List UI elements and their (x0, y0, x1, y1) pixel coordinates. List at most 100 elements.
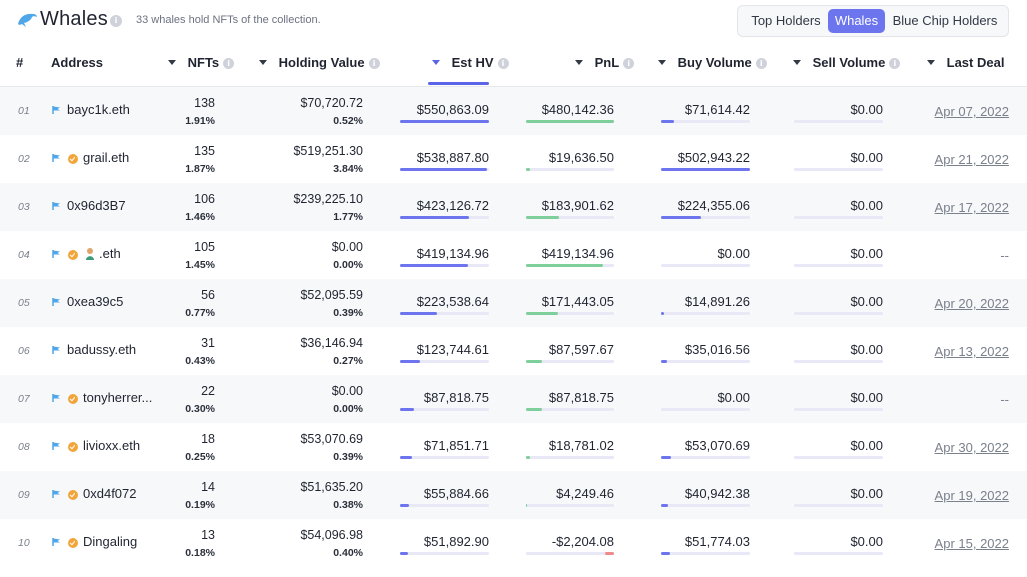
sort-pnl[interactable]: PnL i (575, 55, 635, 70)
est-hv-bar-track (400, 168, 489, 171)
buy-volume-value: $502,943.22 (677, 150, 750, 165)
wallet-address-link[interactable]: badussy.eth (67, 342, 137, 357)
wallet-address-link[interactable]: 0x96d3B7 (67, 198, 126, 213)
rank-number: 05 (18, 297, 30, 309)
nfts-count: 22 (201, 384, 215, 398)
info-icon[interactable]: i (755, 58, 767, 69)
sell-volume-bar-track (794, 504, 883, 507)
holding-value: $53,070.69 (300, 432, 363, 446)
wallet-address-link[interactable]: tonyherrer... (83, 390, 153, 405)
info-icon[interactable]: i (497, 58, 509, 69)
table-row[interactable]: 02 grail.eth 135 1.87% $519,251.30 3.84% $538,… (0, 135, 1027, 183)
buy-volume-value: $51,774.03 (684, 534, 750, 549)
pnl-bar-fill (526, 456, 530, 459)
active-sort-indicator (428, 82, 489, 85)
holding-percent: 3.84% (333, 163, 363, 175)
wallet-address-link[interactable]: bayc1k.eth (67, 102, 130, 117)
page-header: Whales i 33 whales hold NFTs of the coll… (0, 0, 1027, 42)
col-nfts: NFTs (187, 55, 220, 70)
table-row[interactable]: 07 tonyherrer... 22 0.30% $0.00 0.00% $87,818.… (0, 375, 1027, 423)
sort-holding-value[interactable]: Holding Value i (259, 55, 380, 70)
pnl-bar-fill (526, 120, 614, 123)
wallet-address-link[interactable]: .eth (99, 246, 121, 261)
last-deal-link[interactable]: Apr 19, 2022 (934, 488, 1009, 503)
est-hv-bar-track (400, 120, 489, 123)
sell-volume-value: $0.00 (850, 342, 883, 357)
last-deal-link[interactable]: Apr 17, 2022 (934, 200, 1009, 215)
est-hv-bar-fill (400, 552, 408, 555)
last-deal-link[interactable]: Apr 30, 2022 (934, 440, 1009, 455)
table-row[interactable]: 09 0xd4f072 14 0.19% $51,635.20 0.38% $55,884.… (0, 471, 1027, 519)
rank-number: 09 (18, 489, 30, 501)
sell-volume-bar-track (794, 264, 883, 267)
buy-volume-bar-fill (661, 216, 702, 219)
holding-percent: 1.77% (333, 211, 363, 223)
dolphin-logo-icon (18, 13, 37, 27)
info-icon[interactable]: i (623, 58, 635, 69)
table-row[interactable]: 04 .eth 105 1.45% $0.00 0.00% $419,134.96 $419,… (0, 231, 1027, 279)
wallet-address-link[interactable]: grail.eth (83, 150, 130, 165)
holding-value: $70,720.72 (300, 96, 363, 110)
info-icon[interactable]: i (368, 58, 380, 69)
rank-number: 06 (18, 345, 30, 357)
sell-volume-value: $0.00 (850, 390, 883, 405)
col-address: Address (51, 55, 104, 70)
est-hv-value: $419,134.96 (416, 246, 489, 261)
wallet-address-link[interactable]: Dingaling (83, 534, 138, 549)
chain-flag-icon (52, 394, 60, 402)
holder-tabs: Top Holders Whales Blue Chip Holders (737, 5, 1009, 37)
pnl-value: $87,597.67 (548, 342, 614, 357)
wallet-address-link[interactable]: 0xd4f072 (83, 486, 137, 501)
info-icon[interactable]: i (889, 58, 901, 69)
buy-volume-bar-track (661, 504, 750, 507)
sort-caret-icon (793, 60, 801, 65)
sort-sell-volume[interactable]: Sell Volume i (793, 55, 901, 70)
nfts-percent: 0.19% (185, 499, 215, 511)
last-deal-link[interactable]: Apr 07, 2022 (934, 104, 1009, 119)
table-row[interactable]: 10 Dingaling 13 0.18% $54,096.98 0.40% $51,892… (0, 519, 1027, 567)
sort-nfts[interactable]: NFTs i (168, 55, 235, 70)
est-hv-bar-track (400, 504, 489, 507)
table-row[interactable]: 03 0x96d3B7 106 1.46% $239,225.10 1.77% $423,1… (0, 183, 1027, 231)
sort-buy-volume[interactable]: Buy Volume i (658, 55, 767, 70)
table-row[interactable]: 08 livioxx.eth 18 0.25% $53,070.69 0.39% $71,8… (0, 423, 1027, 471)
sort-caret-icon (658, 60, 666, 65)
wallet-address-link[interactable]: 0xea39c5 (67, 294, 124, 309)
verified-badge-icon (68, 538, 78, 548)
sell-volume-bar-track (794, 120, 883, 123)
last-deal-link[interactable]: Apr 15, 2022 (934, 536, 1009, 551)
table-row[interactable]: 01 bayc1k.eth 138 1.91% $70,720.72 0.52% $550,… (0, 87, 1027, 135)
table-row[interactable]: 05 0xea39c5 56 0.77% $52,095.59 0.39% $223,538… (0, 279, 1027, 327)
sort-last-deal[interactable]: Last Deal (927, 55, 1004, 70)
pnl-bar-track (526, 264, 614, 267)
rank-number: 04 (18, 249, 30, 261)
verified-badge-icon (68, 442, 78, 452)
sell-volume-value: $0.00 (850, 294, 883, 309)
holding-percent: 0.00% (333, 403, 363, 415)
last-deal-link[interactable]: Apr 13, 2022 (934, 344, 1009, 359)
est-hv-value: $423,126.72 (416, 198, 489, 213)
est-hv-value: $550,863.09 (416, 102, 489, 117)
rank-number: 07 (18, 393, 30, 405)
sell-volume-value: $0.00 (850, 534, 883, 549)
info-icon[interactable]: i (110, 15, 122, 27)
est-hv-value: $71,851.71 (423, 438, 489, 453)
nfts-count: 14 (201, 480, 215, 494)
tab-whales[interactable]: Whales (828, 9, 885, 33)
sell-volume-bar-track (794, 312, 883, 315)
sort-est-hv[interactable]: Est HV i (432, 55, 509, 70)
tab-top-holders[interactable]: Top Holders (751, 13, 821, 28)
est-hv-bar-track (400, 312, 489, 315)
est-hv-bar-fill (400, 264, 468, 267)
buy-volume-bar-fill (661, 120, 674, 123)
wallet-address-link[interactable]: livioxx.eth (83, 438, 141, 453)
last-deal-link[interactable]: Apr 20, 2022 (934, 296, 1009, 311)
col-pnl: PnL (594, 55, 620, 70)
chain-flag-icon (52, 106, 60, 114)
tab-blue-chip-holders[interactable]: Blue Chip Holders (892, 13, 998, 28)
nfts-percent: 1.87% (185, 163, 215, 175)
buy-volume-value: $0.00 (717, 246, 750, 261)
table-row[interactable]: 06 badussy.eth 31 0.43% $36,146.94 0.27% $123,… (0, 327, 1027, 375)
info-icon[interactable]: i (223, 58, 235, 69)
last-deal-link[interactable]: Apr 21, 2022 (934, 152, 1009, 167)
